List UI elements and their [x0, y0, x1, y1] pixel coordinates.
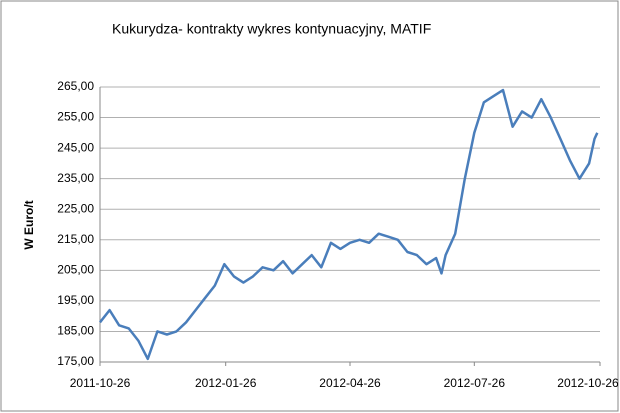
data-line: [99, 88, 599, 361]
y-tick-label: 175,00: [57, 354, 94, 368]
x-tick-label: 2011-10-26: [70, 376, 131, 390]
y-tick-label: 185,00: [57, 324, 94, 338]
y-tick-label: 215,00: [57, 232, 94, 246]
x-tick-label: 2012-01-26: [195, 376, 257, 390]
y-tick-label: 255,00: [57, 110, 94, 124]
y-tick-label: 195,00: [57, 293, 94, 307]
y-tick-label: 205,00: [57, 263, 94, 277]
y-tick-label: 235,00: [57, 171, 94, 185]
y-tick-label: 225,00: [57, 201, 94, 215]
chart-title: Kukurydza- kontrakty wykres kontynuacyjn…: [112, 21, 431, 37]
x-tick-label: 2012-04-26: [319, 376, 381, 390]
x-tick-label: 2012-10-26: [557, 376, 619, 390]
y-tick-label: 265,00: [57, 79, 94, 93]
y-axis-label: W Euro/t: [22, 200, 36, 249]
y-tick-label: 245,00: [57, 140, 94, 154]
x-tick-label: 2012-07-26: [444, 376, 506, 390]
